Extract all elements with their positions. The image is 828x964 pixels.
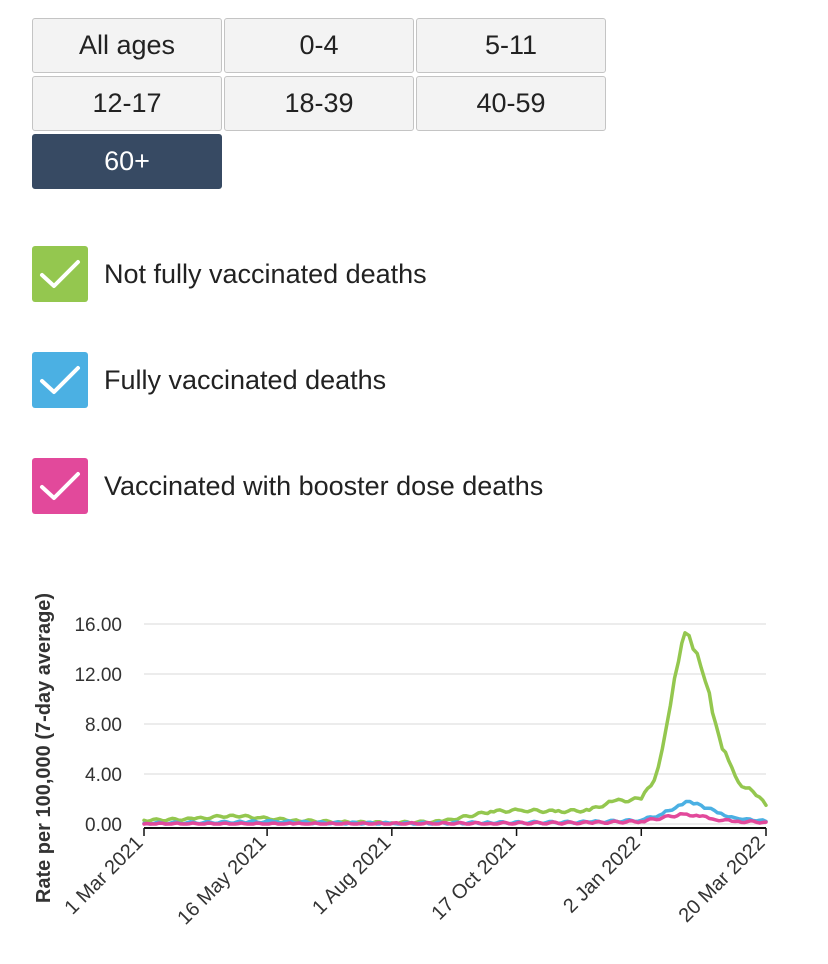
- y-tick-label: 4.00: [85, 765, 122, 786]
- y-axis-label: Rate per 100,000 (7-day average): [33, 593, 55, 903]
- y-tick-label: 16.00: [74, 615, 122, 636]
- x-tick-label: 17 Oct 2021: [427, 832, 520, 925]
- x-tick-label: 1 Aug 2021: [308, 832, 395, 919]
- age-filter-all-ages[interactable]: All ages: [32, 18, 222, 73]
- legend-toggle-not-fully-vaccinated[interactable]: Not fully vaccinated deaths: [32, 246, 427, 302]
- legend-toggle-fully-vaccinated[interactable]: Fully vaccinated deaths: [32, 352, 386, 408]
- age-filter-12-17[interactable]: 12-17: [32, 76, 222, 131]
- x-tick-label: 16 May 2021: [173, 832, 270, 929]
- deaths-rate-line-chart: Rate per 100,000 (7-day average) 0.00 4.0…: [33, 593, 770, 929]
- checkmark-icon[interactable]: [32, 352, 88, 408]
- x-tick-label: 1 Mar 2021: [60, 832, 147, 919]
- age-filter-40-59[interactable]: 40-59: [416, 76, 606, 131]
- x-tick-label: 20 Mar 2022: [675, 832, 770, 927]
- y-tick-label: 8.00: [85, 715, 122, 736]
- series-line-2: [142, 799, 768, 826]
- y-tick-label: 12.00: [74, 665, 122, 686]
- checkmark-icon[interactable]: [32, 458, 88, 514]
- legend-label: Vaccinated with booster dose deaths: [104, 470, 544, 501]
- age-filter-18-39[interactable]: 18-39: [224, 76, 414, 131]
- age-filter-0-4[interactable]: 0-4: [224, 18, 414, 73]
- series-line-1: [142, 631, 768, 826]
- y-tick-label: 0.00: [85, 815, 122, 836]
- age-filter-5-11[interactable]: 5-11: [416, 18, 606, 73]
- legend-label: Not fully vaccinated deaths: [104, 258, 427, 289]
- age-filter-60-plus[interactable]: 60+: [32, 134, 222, 189]
- x-tick-label: 2 Jan 2022: [559, 832, 645, 918]
- series-line-3: [142, 811, 768, 826]
- legend-toggle-booster[interactable]: Vaccinated with booster dose deaths: [32, 458, 543, 514]
- legend-label: Fully vaccinated deaths: [104, 364, 387, 395]
- checkmark-icon[interactable]: [32, 246, 88, 302]
